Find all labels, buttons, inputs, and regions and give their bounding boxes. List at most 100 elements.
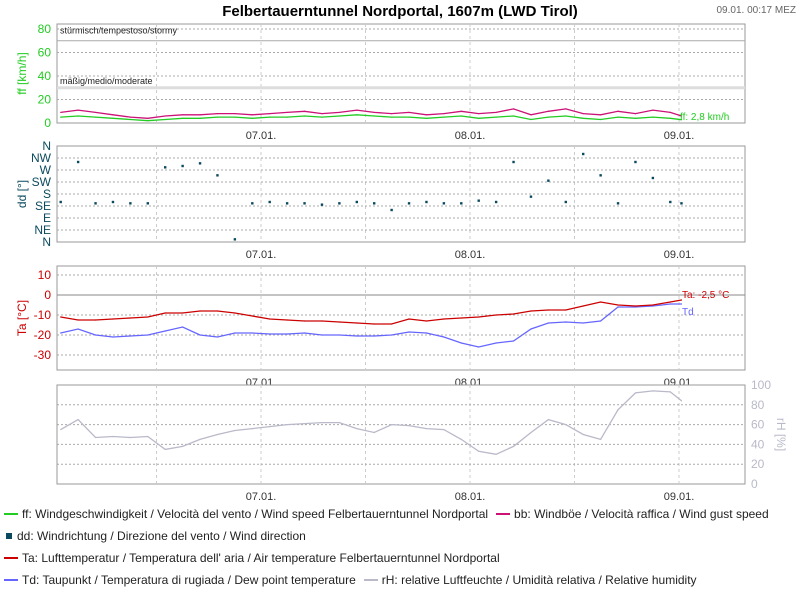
bb-point	[408, 111, 410, 114]
y-tick-label: N	[42, 235, 51, 249]
dd-point	[599, 174, 602, 177]
dd-point	[442, 202, 446, 205]
ta-point	[321, 320, 323, 322]
bb-point	[582, 113, 584, 115]
bb-point	[60, 111, 62, 114]
ff-point	[617, 116, 619, 118]
ff-point	[680, 119, 683, 121]
rh-point	[251, 427, 253, 430]
bb-point	[600, 114, 602, 116]
y-tick-label: -10	[34, 308, 52, 322]
ff-point	[182, 117, 184, 119]
td-point	[129, 335, 131, 337]
ff-point	[547, 116, 549, 118]
td-point	[391, 334, 393, 336]
threshold-label: mäßig/medio/moderate	[60, 76, 153, 86]
ta-current-label: Ta: -2,5 °C	[682, 290, 729, 301]
legend-label-Td: Td: Taupunkt / Temperatura di rugiada / …	[22, 573, 356, 587]
rh-point	[216, 433, 219, 436]
rh-point	[669, 391, 671, 393]
ta-point	[216, 310, 219, 312]
legend-label-bb: bb: Windböe / Velocità raffica / Wind gu…	[514, 507, 769, 521]
ta-point	[582, 305, 584, 307]
td-point	[77, 328, 79, 330]
rh-point	[356, 427, 358, 430]
y-tick-label: 10	[38, 268, 52, 282]
y-axis-label: rH [%]	[774, 418, 788, 451]
td-point	[147, 334, 149, 336]
rh-point	[303, 423, 306, 425]
ta-point	[495, 314, 497, 316]
ta-point	[478, 316, 480, 318]
bb-point	[547, 110, 549, 112]
ta-point	[565, 309, 567, 311]
td-point	[565, 321, 567, 323]
dd-point	[529, 195, 533, 198]
td-point	[617, 306, 619, 308]
bb-point	[530, 114, 532, 116]
rh-point	[600, 438, 602, 441]
td-point	[600, 320, 602, 322]
dd-point	[320, 203, 324, 206]
ta-point	[199, 310, 201, 312]
dd-point	[460, 202, 463, 205]
y-tick-label: 40	[751, 437, 765, 451]
dd-point	[564, 200, 567, 204]
x-tick-label: 07.01.	[246, 491, 277, 503]
dd-point	[111, 200, 115, 204]
bb-point	[634, 113, 637, 115]
ff-point	[582, 117, 584, 119]
dd-point	[285, 202, 289, 205]
bb-point	[617, 110, 619, 112]
rh-point	[443, 428, 445, 431]
dd-point	[669, 200, 672, 204]
ta-point	[147, 316, 149, 318]
bb-point	[478, 113, 480, 115]
ff-point	[373, 115, 375, 117]
ta-point	[303, 320, 306, 322]
td-label: Td	[682, 307, 694, 318]
bb-point	[216, 113, 219, 115]
bb-point	[251, 114, 253, 116]
td-point	[425, 332, 428, 334]
bb-point	[321, 113, 323, 115]
ff-point	[251, 117, 253, 119]
dd-point	[407, 202, 411, 205]
dd-point	[198, 162, 202, 165]
ff-point	[425, 117, 428, 119]
rh-point	[182, 445, 184, 447]
legend-swatch-dd	[6, 533, 12, 539]
td-point	[60, 332, 62, 334]
dd-point	[373, 202, 376, 205]
dd-point	[547, 179, 550, 182]
bb-point	[680, 115, 683, 117]
dd-point	[680, 202, 683, 205]
dd-point	[425, 200, 428, 204]
rh-point	[373, 431, 375, 434]
td-point	[495, 342, 497, 344]
ff-current-label: ff: 2,8 km/h	[680, 112, 729, 123]
ff-point	[199, 117, 201, 119]
x-tick-label: 07.01.	[246, 249, 277, 261]
td-point	[680, 303, 683, 305]
td-point	[321, 334, 323, 336]
rh-point	[60, 428, 62, 431]
dd-point	[303, 202, 306, 205]
td-point	[182, 326, 184, 328]
dd-point	[355, 200, 358, 204]
rh-point	[617, 409, 619, 411]
ff-point	[286, 116, 288, 118]
bb-point	[147, 117, 149, 119]
legend-row: Ta: Lufttemperatur / Temperatura dell' a…	[4, 551, 500, 565]
y-tick-label: 80	[38, 22, 52, 36]
bb-point	[234, 113, 236, 115]
td-point	[582, 322, 584, 324]
ff-point	[408, 116, 410, 118]
bb-point	[77, 109, 79, 111]
x-tick-label: 08.01.	[455, 249, 486, 261]
ta-point	[600, 301, 602, 303]
rh-point	[547, 419, 549, 421]
legend-row: dd: Windrichtung / Direzione del vento /…	[4, 529, 306, 543]
y-tick-label: W	[40, 163, 52, 177]
rh-point	[460, 438, 462, 441]
